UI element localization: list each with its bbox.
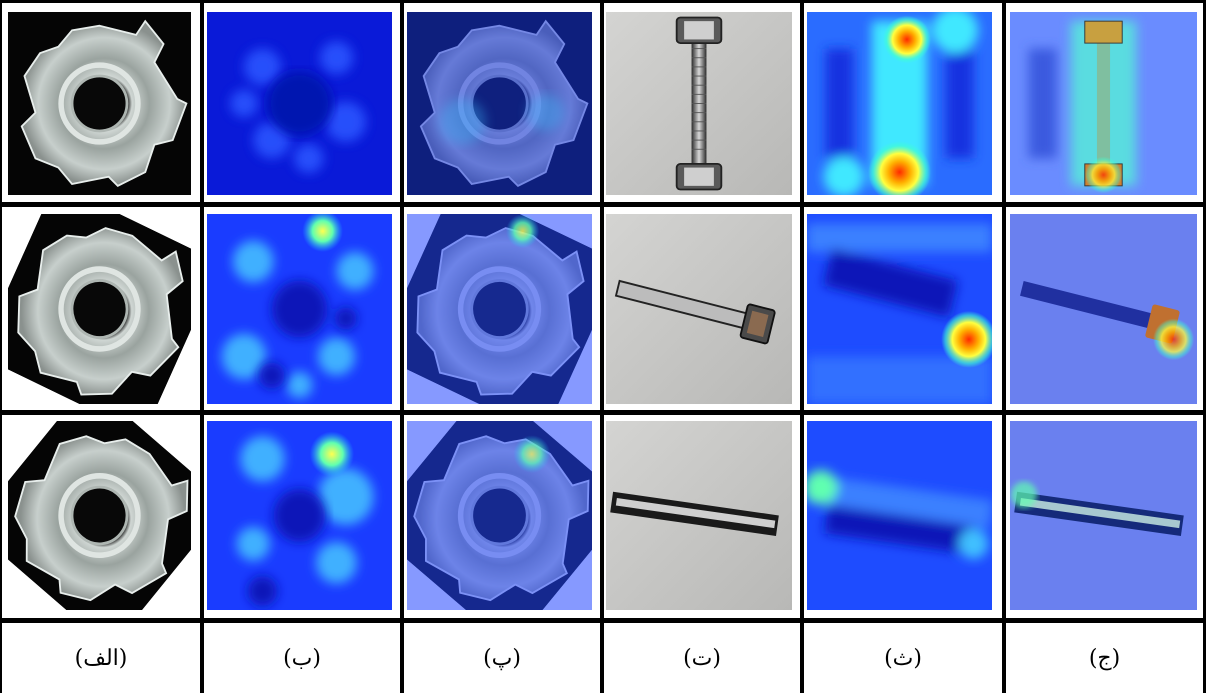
screw-heatmap-1: [807, 12, 992, 195]
border-right: [1203, 0, 1206, 693]
nut-heatmap-2: [207, 214, 392, 404]
border-left: [0, 0, 2, 693]
nut-overlay-1: [407, 12, 592, 195]
caption-se: (ث): [884, 645, 922, 671]
caption-alef: (الف): [74, 645, 128, 671]
col-divider-2: [400, 0, 404, 693]
caption-te: (ت): [683, 645, 721, 671]
screw-photo-1: [606, 12, 792, 195]
nut-photo-2: [8, 214, 191, 404]
col-divider-4: [800, 0, 804, 693]
col-divider-5: [1002, 0, 1006, 693]
screw-photo-3: [606, 421, 792, 610]
screw-overlay-2: [1010, 214, 1197, 404]
col-divider-3: [600, 0, 604, 693]
nut-overlay-2: [407, 214, 592, 404]
col-divider-1: [200, 0, 204, 693]
screw-heatmap-2: [807, 214, 992, 404]
nut-heatmap-1: [207, 12, 392, 195]
nut-photo-3: [8, 421, 191, 610]
screw-photo-2: [606, 214, 792, 404]
screw-overlay-3: [1010, 421, 1197, 610]
screw-heatmap-3: [807, 421, 992, 610]
screw-overlay-1: [1010, 12, 1197, 195]
caption-jim: (ج): [1088, 645, 1121, 671]
nut-heatmap-3: [207, 421, 392, 610]
nut-overlay-3: [407, 421, 592, 610]
nut-photo-1: [8, 12, 191, 195]
caption-pe: (پ): [483, 645, 521, 671]
caption-be: (ب): [283, 645, 321, 671]
